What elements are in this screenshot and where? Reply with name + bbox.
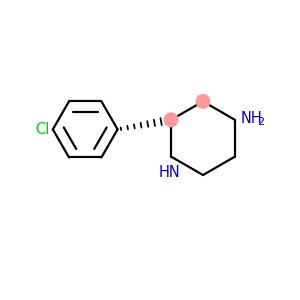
Circle shape <box>196 94 210 108</box>
Circle shape <box>164 113 178 127</box>
Text: Cl: Cl <box>35 122 49 137</box>
Text: 2: 2 <box>257 117 264 127</box>
Text: NH: NH <box>240 111 262 126</box>
Text: HN: HN <box>159 165 181 180</box>
